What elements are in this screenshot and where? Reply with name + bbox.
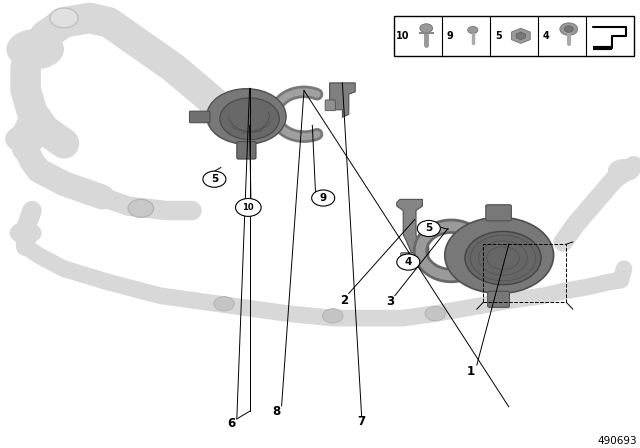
Polygon shape [511, 28, 530, 43]
Circle shape [207, 89, 286, 144]
Circle shape [420, 24, 433, 33]
Circle shape [6, 29, 64, 69]
Circle shape [397, 254, 420, 270]
Text: 1: 1 [467, 365, 474, 379]
Polygon shape [330, 83, 355, 117]
FancyBboxPatch shape [189, 111, 210, 123]
Text: 5: 5 [495, 31, 502, 41]
Circle shape [323, 309, 343, 323]
FancyBboxPatch shape [237, 142, 256, 159]
Circle shape [203, 171, 226, 187]
FancyBboxPatch shape [488, 291, 509, 307]
Text: 3: 3 [387, 295, 394, 308]
Circle shape [608, 159, 640, 181]
Text: 9: 9 [447, 31, 454, 41]
Text: 6: 6 [228, 417, 236, 430]
Text: 8: 8 [273, 405, 280, 418]
Text: 490693: 490693 [597, 436, 637, 446]
Circle shape [236, 198, 261, 216]
Circle shape [50, 8, 78, 28]
Circle shape [468, 26, 478, 34]
Circle shape [445, 217, 554, 293]
Circle shape [10, 222, 42, 244]
Text: 10: 10 [396, 31, 409, 41]
FancyBboxPatch shape [486, 205, 511, 221]
Circle shape [465, 231, 541, 285]
Bar [483, 244, 566, 302]
Polygon shape [516, 32, 525, 40]
Bar [394, 16, 634, 56]
Circle shape [425, 306, 445, 321]
FancyBboxPatch shape [401, 253, 422, 262]
Text: 5: 5 [425, 224, 433, 233]
Circle shape [5, 125, 46, 153]
Text: 7: 7 [358, 414, 365, 428]
Text: 2: 2 [340, 293, 348, 307]
Circle shape [128, 199, 154, 217]
Circle shape [312, 190, 335, 206]
Circle shape [560, 23, 578, 35]
Polygon shape [397, 199, 429, 255]
Text: 5: 5 [211, 174, 218, 184]
Text: 9: 9 [319, 193, 327, 203]
Text: 10: 10 [243, 203, 254, 212]
FancyBboxPatch shape [325, 100, 335, 111]
Circle shape [220, 98, 280, 140]
Text: 4: 4 [543, 31, 550, 41]
Circle shape [214, 297, 234, 311]
Circle shape [417, 220, 440, 237]
Circle shape [564, 26, 573, 32]
Text: 4: 4 [404, 257, 412, 267]
